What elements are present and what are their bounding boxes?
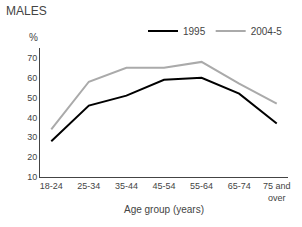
- svg-text:55-64: 55-64: [190, 181, 213, 191]
- svg-text:60: 60: [27, 73, 37, 83]
- svg-text:20: 20: [27, 152, 37, 162]
- svg-text:MALES: MALES: [6, 4, 47, 18]
- svg-text:45-54: 45-54: [152, 181, 175, 191]
- svg-text:%: %: [29, 32, 38, 43]
- svg-text:75 andover: 75 andover: [263, 181, 291, 203]
- svg-text:70: 70: [27, 53, 37, 63]
- svg-text:1995: 1995: [183, 26, 206, 37]
- svg-text:40: 40: [27, 113, 37, 123]
- svg-text:35-44: 35-44: [115, 181, 138, 191]
- svg-text:2004-5: 2004-5: [251, 26, 283, 37]
- svg-text:50: 50: [27, 93, 37, 103]
- svg-text:10: 10: [27, 172, 37, 182]
- svg-text:30: 30: [27, 132, 37, 142]
- svg-text:Age group (years): Age group (years): [124, 204, 204, 215]
- svg-text:18-24: 18-24: [40, 181, 63, 191]
- svg-text:65-74: 65-74: [228, 181, 251, 191]
- svg-text:25-34: 25-34: [77, 181, 100, 191]
